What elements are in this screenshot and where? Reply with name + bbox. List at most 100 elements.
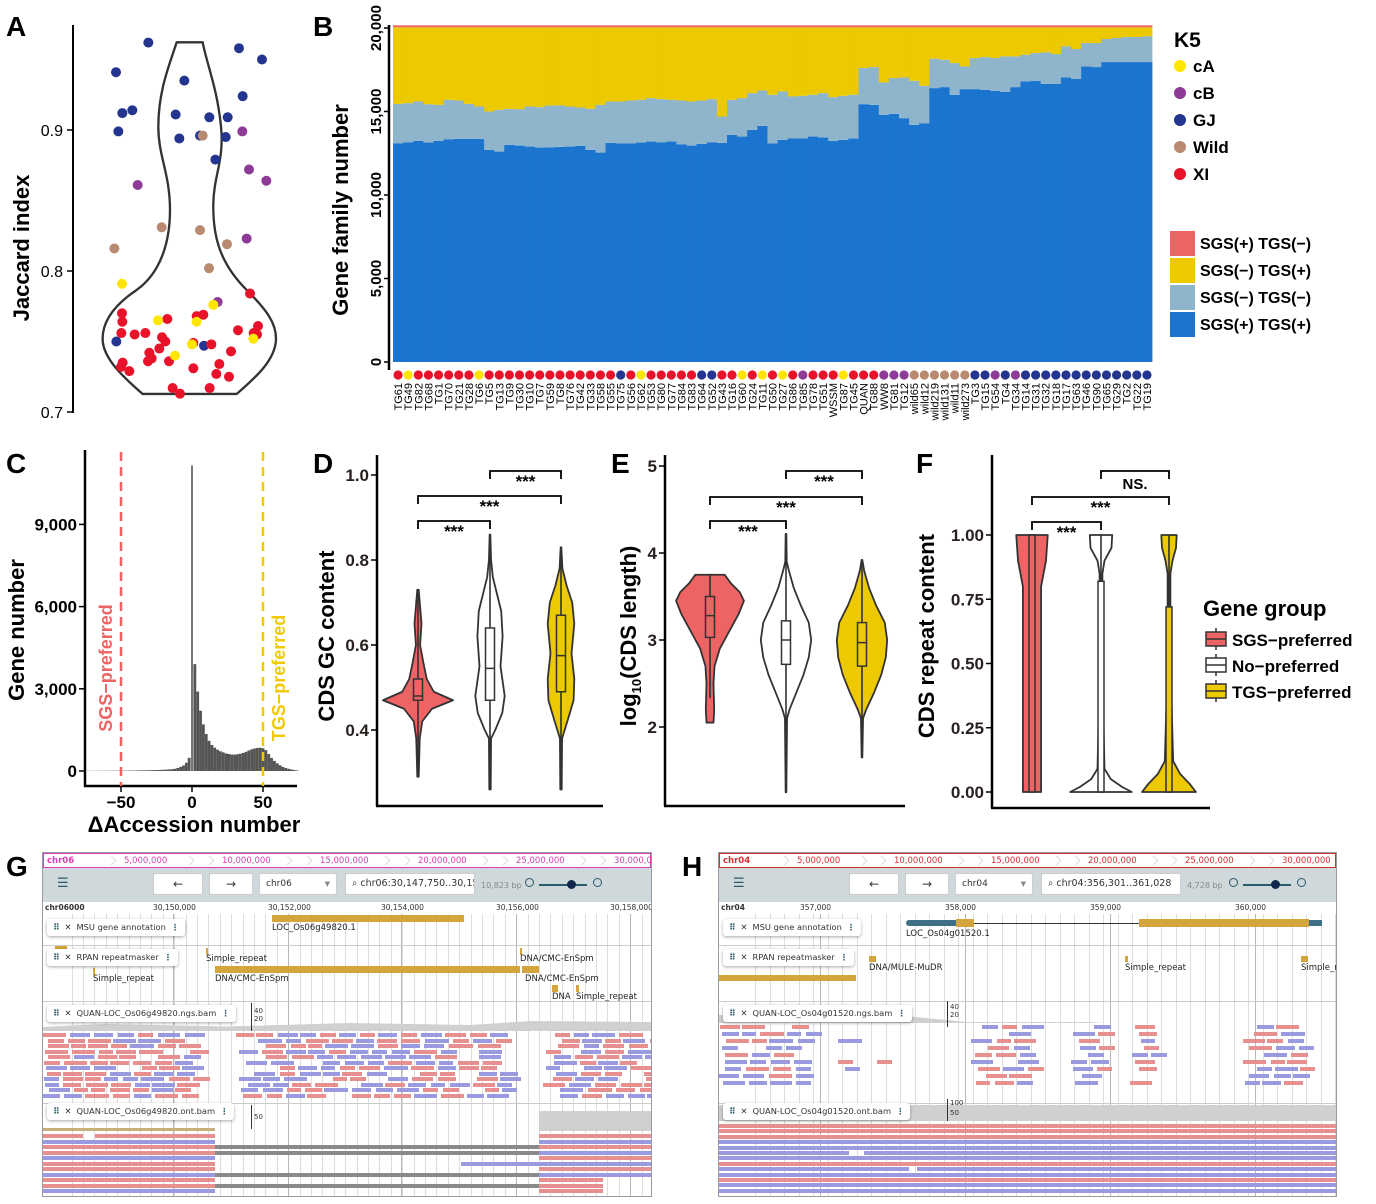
alignment-read[interactable] [155,1060,173,1065]
track-menu-icon[interactable]: ⋮ [163,952,173,962]
alignment-read[interactable] [545,1049,562,1054]
alignment-read[interactable] [620,1060,638,1065]
alignment-read[interactable] [604,1066,628,1070]
alignment-read[interactable] [44,1082,60,1087]
alignment-read[interactable] [85,1077,101,1081]
alignment-read[interactable] [725,1060,748,1064]
alignment-read[interactable] [401,1038,420,1043]
alignment-read[interactable] [605,1049,625,1054]
alignment-read[interactable] [415,1060,435,1065]
alignment-read[interactable] [70,1033,90,1037]
alignment-read[interactable] [71,1049,95,1054]
alignment-read[interactable] [44,1060,61,1065]
alignment-read[interactable] [1028,1067,1044,1071]
alignment-read[interactable] [112,1093,131,1098]
alignment-read[interactable] [424,1044,445,1048]
alignment-read[interactable] [397,1088,419,1092]
alignment-read[interactable] [47,1044,70,1048]
chromosome-select[interactable]: chr04 ▼ [955,873,1033,895]
alignment-read[interactable] [470,1033,487,1037]
zoom-slider-track[interactable] [1243,884,1291,886]
alignment-read[interactable] [539,1183,603,1188]
alignment-read[interactable] [238,1049,258,1054]
alignment-read[interactable] [43,1134,83,1138]
alignment-read[interactable] [164,1038,186,1043]
alignment-read[interactable] [192,1077,210,1081]
close-track-icon[interactable]: ✕ [64,922,72,932]
alignment-read[interactable] [372,1049,388,1054]
alignment-read[interactable] [410,1066,434,1070]
alignment-read[interactable] [1017,1081,1033,1085]
alignment-read[interactable] [628,1049,651,1054]
alignment-read[interactable] [1139,1032,1158,1036]
zoom-in-icon[interactable] [1297,878,1306,887]
alignment-read[interactable] [719,1172,1336,1177]
alignment-read[interactable] [262,1049,284,1054]
alignment-read[interactable] [272,1082,290,1087]
alignment-read[interactable] [159,1066,181,1070]
alignment-read[interactable] [719,1183,1336,1188]
alignment-read[interactable] [323,1071,341,1076]
alignment-read[interactable] [175,1088,192,1092]
alignment-read[interactable] [115,1049,137,1054]
alignment-read[interactable] [974,1053,993,1057]
alignment-read[interactable] [719,1188,1336,1193]
track-menu-icon[interactable]: ⋮ [846,922,856,932]
alignment-read[interactable] [1131,1053,1149,1057]
alignment-read[interactable] [315,1082,338,1087]
gene-exon-feature[interactable] [956,919,974,927]
alignment-read[interactable] [182,1093,199,1098]
drag-handle-icon[interactable]: ⠿ [729,1106,736,1116]
alignment-read[interactable] [284,1077,307,1081]
alignment-read[interactable] [449,1082,470,1087]
alignment-read[interactable] [332,1077,347,1081]
alignment-read[interactable] [768,1074,793,1078]
alignment-read[interactable] [557,1044,580,1048]
alignment-read[interactable] [591,1033,615,1037]
alignment-read[interactable] [598,1060,618,1065]
close-track-icon[interactable]: ✕ [64,1008,72,1018]
alignment-read[interactable] [331,1038,354,1043]
alignment-read[interactable] [1088,1053,1104,1057]
repeat-feature[interactable] [719,975,856,981]
alignment-read[interactable] [133,1093,152,1098]
alignment-read[interactable] [745,1067,770,1071]
alignment-read[interactable] [594,1082,616,1087]
alignment-read[interactable] [240,1088,259,1092]
alignment-read[interactable] [579,1060,597,1065]
alignment-read[interactable] [619,1033,643,1037]
alignment-read[interactable] [215,1183,539,1188]
alignment-read[interactable] [132,1060,151,1065]
alignment-read[interactable] [246,1060,268,1065]
alignment-read[interactable] [479,1071,498,1076]
repeat-feature[interactable] [93,968,95,975]
alignment-read[interactable] [368,1060,385,1065]
alignment-read[interactable] [1276,1025,1299,1029]
alignment-read[interactable] [323,1060,341,1065]
alignment-read[interactable] [994,1081,1014,1085]
alignment-read[interactable] [582,1038,602,1043]
alignment-read[interactable] [443,1088,459,1092]
alignment-read[interactable] [574,1055,593,1059]
alignment-read[interactable] [837,1039,862,1043]
alignment-read[interactable] [157,1055,180,1059]
alignment-read[interactable] [184,1055,202,1059]
alignment-read[interactable] [88,1044,109,1048]
alignment-read[interactable] [719,1140,1336,1145]
alignment-read[interactable] [1075,1081,1098,1085]
alignment-read[interactable] [238,1077,261,1081]
alignment-read[interactable] [351,1088,372,1092]
alignment-read[interactable] [342,1071,362,1076]
alignment-read[interactable] [179,1044,202,1048]
alignment-read[interactable] [1273,1074,1291,1078]
alignment-read[interactable] [792,1025,810,1029]
alignment-read[interactable] [553,1060,578,1065]
alignment-read[interactable] [243,1093,263,1098]
repeat-feature[interactable] [215,966,520,973]
alignment-read[interactable] [304,1088,323,1092]
alignment-read[interactable] [1009,1032,1031,1036]
alignment-read[interactable] [174,1060,194,1065]
alignment-read[interactable] [256,1033,274,1037]
alignment-read[interactable] [552,1077,573,1081]
alignment-read[interactable] [158,1044,177,1048]
